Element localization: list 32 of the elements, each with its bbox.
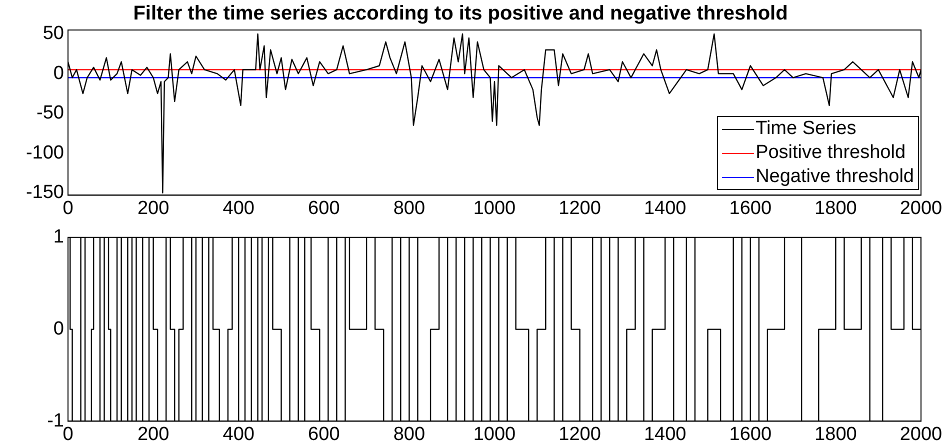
x-tick-label: 2000 [900,424,942,445]
x-tick-label: 400 [222,424,254,445]
y-tick-label: 0 [53,318,64,340]
x-tick-label: 1000 [473,424,516,445]
x-tick-label: 600 [308,198,340,219]
y-tick-label: -50 [36,102,64,124]
legend-label: Negative threshold [756,165,914,189]
legend-label: Time Series [756,117,856,141]
x-tick-label: 1600 [729,198,772,219]
y-tick-label: 0 [53,62,64,84]
x-tick-label: 2000 [900,198,942,219]
x-tick-label: 1200 [558,198,601,219]
x-tick-label: 1800 [814,424,857,445]
x-tick-label: 200 [137,198,170,219]
legend-label: Positive threshold [756,141,906,165]
y-tick-label: 1 [53,226,64,248]
chart-title: Filter the time series according to its positive and negative threshold [133,2,788,25]
x-tick-label: 600 [308,424,340,445]
y-tick-label: -100 [26,142,64,164]
x-tick-label: 1600 [729,424,772,445]
x-tick-label: 1400 [644,424,686,445]
y-tick-label: -150 [26,182,64,204]
x-tick-label: 200 [137,424,170,445]
x-tick-label: 1400 [644,198,686,219]
x-tick-label: 1800 [814,198,857,219]
x-tick-label: 1000 [473,198,516,219]
x-tick-label: 400 [222,198,254,219]
y-tick-label: -1 [47,410,64,432]
x-tick-label: 800 [393,198,426,219]
x-tick-label: 1200 [558,424,601,445]
y-tick-label: 50 [42,23,64,44]
x-tick-label: 800 [393,424,426,445]
